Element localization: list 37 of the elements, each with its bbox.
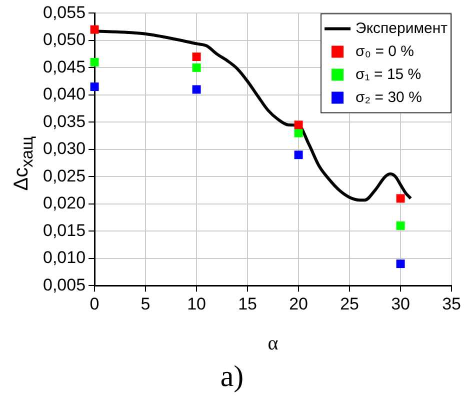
y-tick-label: 0,035 [42,112,86,131]
point [90,58,99,66]
x-tick-label: 5 [140,294,150,314]
x-tick-label: 20 [289,294,308,314]
point [192,52,201,62]
x-tick-label: 35 [442,294,462,314]
legend-label: σ₀ = 0 % [356,42,414,60]
point [90,82,99,91]
point [294,150,303,160]
y-tick-label: 0,045 [42,57,86,76]
point [396,260,405,268]
legend-label: Эксперимент [356,20,448,37]
text: a) [219,360,245,394]
legend-label: σ₂ = 30 % [356,88,422,106]
point [294,128,303,138]
legend-label: σ₁ = 15 % [356,66,422,83]
point [294,120,303,130]
y-tick-label: 0,025 [42,166,86,186]
point [192,85,201,94]
x-tick-label: 0 [90,294,100,314]
x-tick-label: 30 [391,294,410,314]
point [192,63,201,72]
y-tick-label: 0,040 [42,84,86,104]
x-tick-label: 25 [340,294,360,314]
y-tick-label: 0,005 [42,275,86,294]
y-tick-label: 0,020 [42,194,86,213]
point [90,25,99,34]
y-tick-label: 0,015 [42,220,86,240]
x-axis-title: α [268,332,279,354]
point [396,194,405,203]
x-tick-label: 10 [187,294,206,314]
y-tick-label: 0,050 [42,30,86,50]
y-tick-label: 0,055 [42,2,86,22]
x-tick-label: 15 [238,294,258,314]
y-tick-label: 0,030 [42,139,86,158]
point [396,221,405,230]
y-tick-label: 0,010 [42,248,86,268]
